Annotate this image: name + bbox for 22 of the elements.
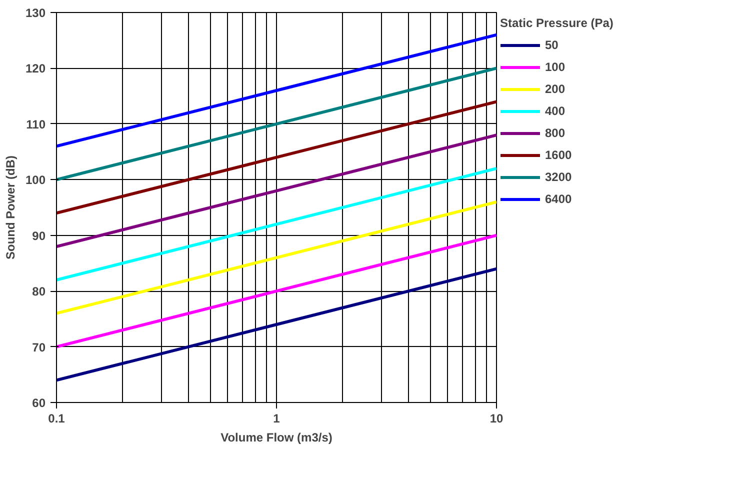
y-tick-label: 80	[32, 284, 46, 299]
legend-label: 50	[545, 38, 560, 52]
legend-label: 1600	[545, 148, 572, 162]
x-axis-title: Volume Flow (m3/s)	[220, 430, 332, 444]
y-axis-title: Sound Power (dB)	[3, 155, 18, 260]
legend-label: 3200	[545, 170, 572, 184]
y-tick-label: 100	[25, 173, 46, 188]
legend-label: 6400	[545, 192, 572, 206]
legend-label: 800	[545, 126, 566, 140]
y-tick-label: 110	[26, 117, 46, 132]
legend-title: Static Pressure (Pa)	[500, 16, 614, 30]
legend-label: 200	[545, 82, 566, 96]
legend-label: 100	[545, 60, 566, 74]
legend-label: 400	[545, 104, 566, 118]
x-tick-label: 0.1	[48, 412, 66, 426]
y-tick-label: 90	[32, 228, 46, 243]
y-tick-label: 130	[25, 6, 46, 20]
y-tick-label: 60	[32, 396, 46, 410]
y-tick-label: 70	[32, 340, 46, 354]
x-tick-label: 1	[273, 412, 280, 426]
x-tick-label: 10	[490, 412, 504, 426]
y-tick-label: 120	[25, 62, 46, 76]
